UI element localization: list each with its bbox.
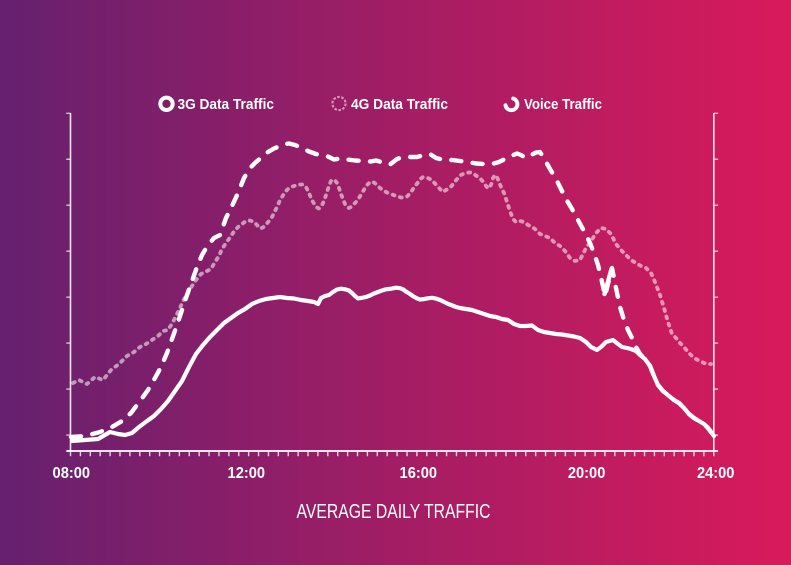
svg-text:20:00: 20:00 bbox=[568, 465, 606, 482]
svg-text:AVERAGE DAILY TRAFFIC: AVERAGE DAILY TRAFFIC bbox=[297, 500, 491, 523]
svg-text:24:00: 24:00 bbox=[697, 465, 735, 482]
svg-text:Voice Traffic: Voice Traffic bbox=[524, 97, 602, 113]
svg-text:4G Data Traffic: 4G Data Traffic bbox=[351, 97, 448, 113]
svg-text:08:00: 08:00 bbox=[53, 465, 91, 482]
svg-text:3G Data Traffic: 3G Data Traffic bbox=[178, 97, 275, 113]
svg-text:16:00: 16:00 bbox=[400, 465, 438, 482]
svg-text:12:00: 12:00 bbox=[228, 465, 266, 482]
